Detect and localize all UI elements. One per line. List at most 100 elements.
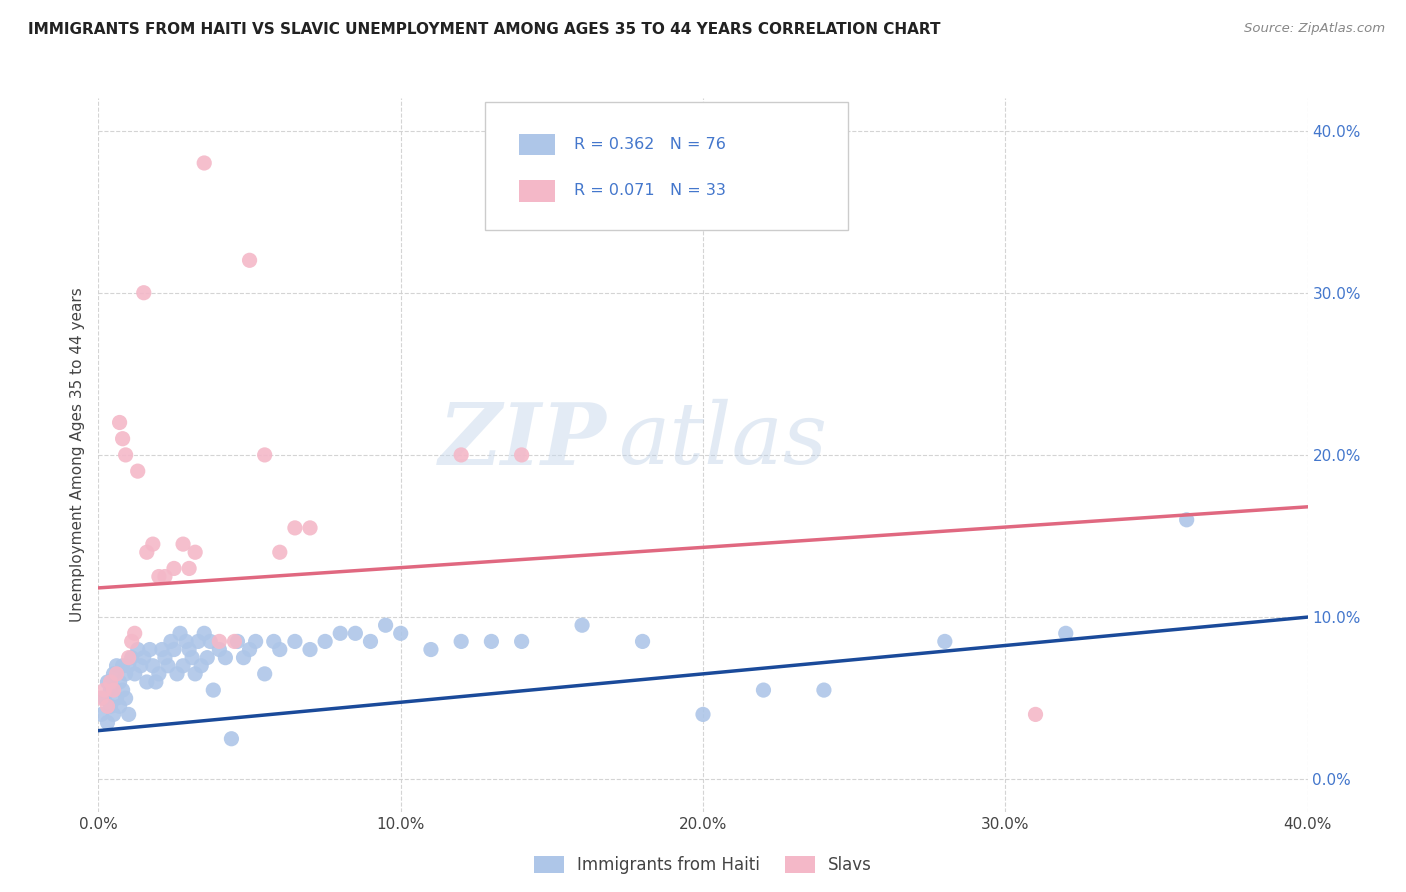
Point: [114, 448, 136, 462]
Point: [145, 675, 167, 690]
Point: [93, 683, 115, 698]
Point: [1024, 707, 1046, 722]
Point: [114, 691, 136, 706]
Point: [510, 634, 533, 648]
Point: [103, 683, 125, 698]
Point: [752, 683, 775, 698]
Point: [187, 634, 209, 648]
Bar: [519, 134, 555, 155]
Point: [692, 707, 714, 722]
Point: [108, 675, 131, 690]
Point: [118, 658, 141, 673]
Point: [139, 642, 162, 657]
Point: [221, 731, 243, 746]
Point: [111, 658, 134, 673]
Point: [208, 634, 231, 648]
Point: [172, 658, 194, 673]
Text: IMMIGRANTS FROM HAITI VS SLAVIC UNEMPLOYMENT AMONG AGES 35 TO 44 YEARS CORRELATI: IMMIGRANTS FROM HAITI VS SLAVIC UNEMPLOY…: [28, 22, 941, 37]
Point: [142, 537, 165, 551]
Point: [344, 626, 367, 640]
Point: [934, 634, 956, 648]
Point: [389, 626, 412, 640]
Point: [163, 561, 186, 575]
Point: [239, 253, 262, 268]
Point: [132, 285, 155, 300]
Point: [132, 650, 155, 665]
Y-axis label: Unemployment Among Ages 35 to 44 years: Unemployment Among Ages 35 to 44 years: [70, 287, 86, 623]
Point: [163, 642, 186, 657]
Point: [571, 618, 593, 632]
Point: [253, 448, 276, 462]
Point: [179, 561, 201, 575]
Point: [224, 634, 246, 648]
Point: [263, 634, 285, 648]
Point: [450, 634, 472, 648]
Point: [374, 618, 396, 632]
Point: [202, 683, 225, 698]
Point: [169, 626, 191, 640]
Point: [208, 642, 231, 657]
Point: [142, 658, 165, 673]
Point: [153, 650, 176, 665]
Point: [214, 650, 236, 665]
Point: [105, 666, 128, 681]
Point: [105, 658, 128, 673]
Point: [127, 464, 149, 478]
Text: Source: ZipAtlas.com: Source: ZipAtlas.com: [1244, 22, 1385, 36]
Point: [813, 683, 835, 698]
Point: [174, 634, 197, 648]
Point: [193, 156, 215, 170]
Point: [195, 650, 218, 665]
Point: [96, 715, 118, 730]
FancyBboxPatch shape: [485, 102, 848, 230]
Point: [239, 642, 262, 657]
Point: [184, 666, 207, 681]
Point: [127, 642, 149, 657]
Point: [450, 448, 472, 462]
Point: [90, 691, 112, 706]
Point: [121, 634, 143, 648]
Point: [245, 634, 267, 648]
Point: [103, 707, 125, 722]
Point: [124, 626, 146, 640]
Point: [269, 642, 291, 657]
Point: [153, 569, 176, 583]
Point: [156, 658, 179, 673]
Point: [160, 634, 183, 648]
Point: [148, 569, 170, 583]
Point: [93, 691, 115, 706]
Point: [124, 666, 146, 681]
Point: [284, 521, 307, 535]
Point: [105, 691, 128, 706]
Point: [193, 626, 215, 640]
Point: [111, 432, 134, 446]
Point: [166, 666, 188, 681]
Point: [108, 416, 131, 430]
Point: [108, 699, 131, 714]
Point: [181, 650, 204, 665]
Point: [1175, 513, 1198, 527]
Point: [314, 634, 336, 648]
Point: [96, 675, 118, 690]
Point: [118, 650, 141, 665]
Point: [148, 666, 170, 681]
Point: [631, 634, 654, 648]
Point: [420, 642, 443, 657]
Point: [150, 642, 173, 657]
Point: [360, 634, 382, 648]
Point: [135, 675, 157, 690]
Point: [510, 448, 533, 462]
Point: [284, 634, 307, 648]
Point: [232, 650, 254, 665]
Point: [253, 666, 276, 681]
Point: [200, 634, 222, 648]
Point: [100, 675, 122, 690]
Point: [184, 545, 207, 559]
Point: [111, 683, 134, 698]
Point: [269, 545, 291, 559]
Text: ZIP: ZIP: [439, 399, 606, 483]
Point: [96, 699, 118, 714]
Text: R = 0.071   N = 33: R = 0.071 N = 33: [574, 184, 725, 198]
Point: [329, 626, 352, 640]
Point: [103, 666, 125, 681]
